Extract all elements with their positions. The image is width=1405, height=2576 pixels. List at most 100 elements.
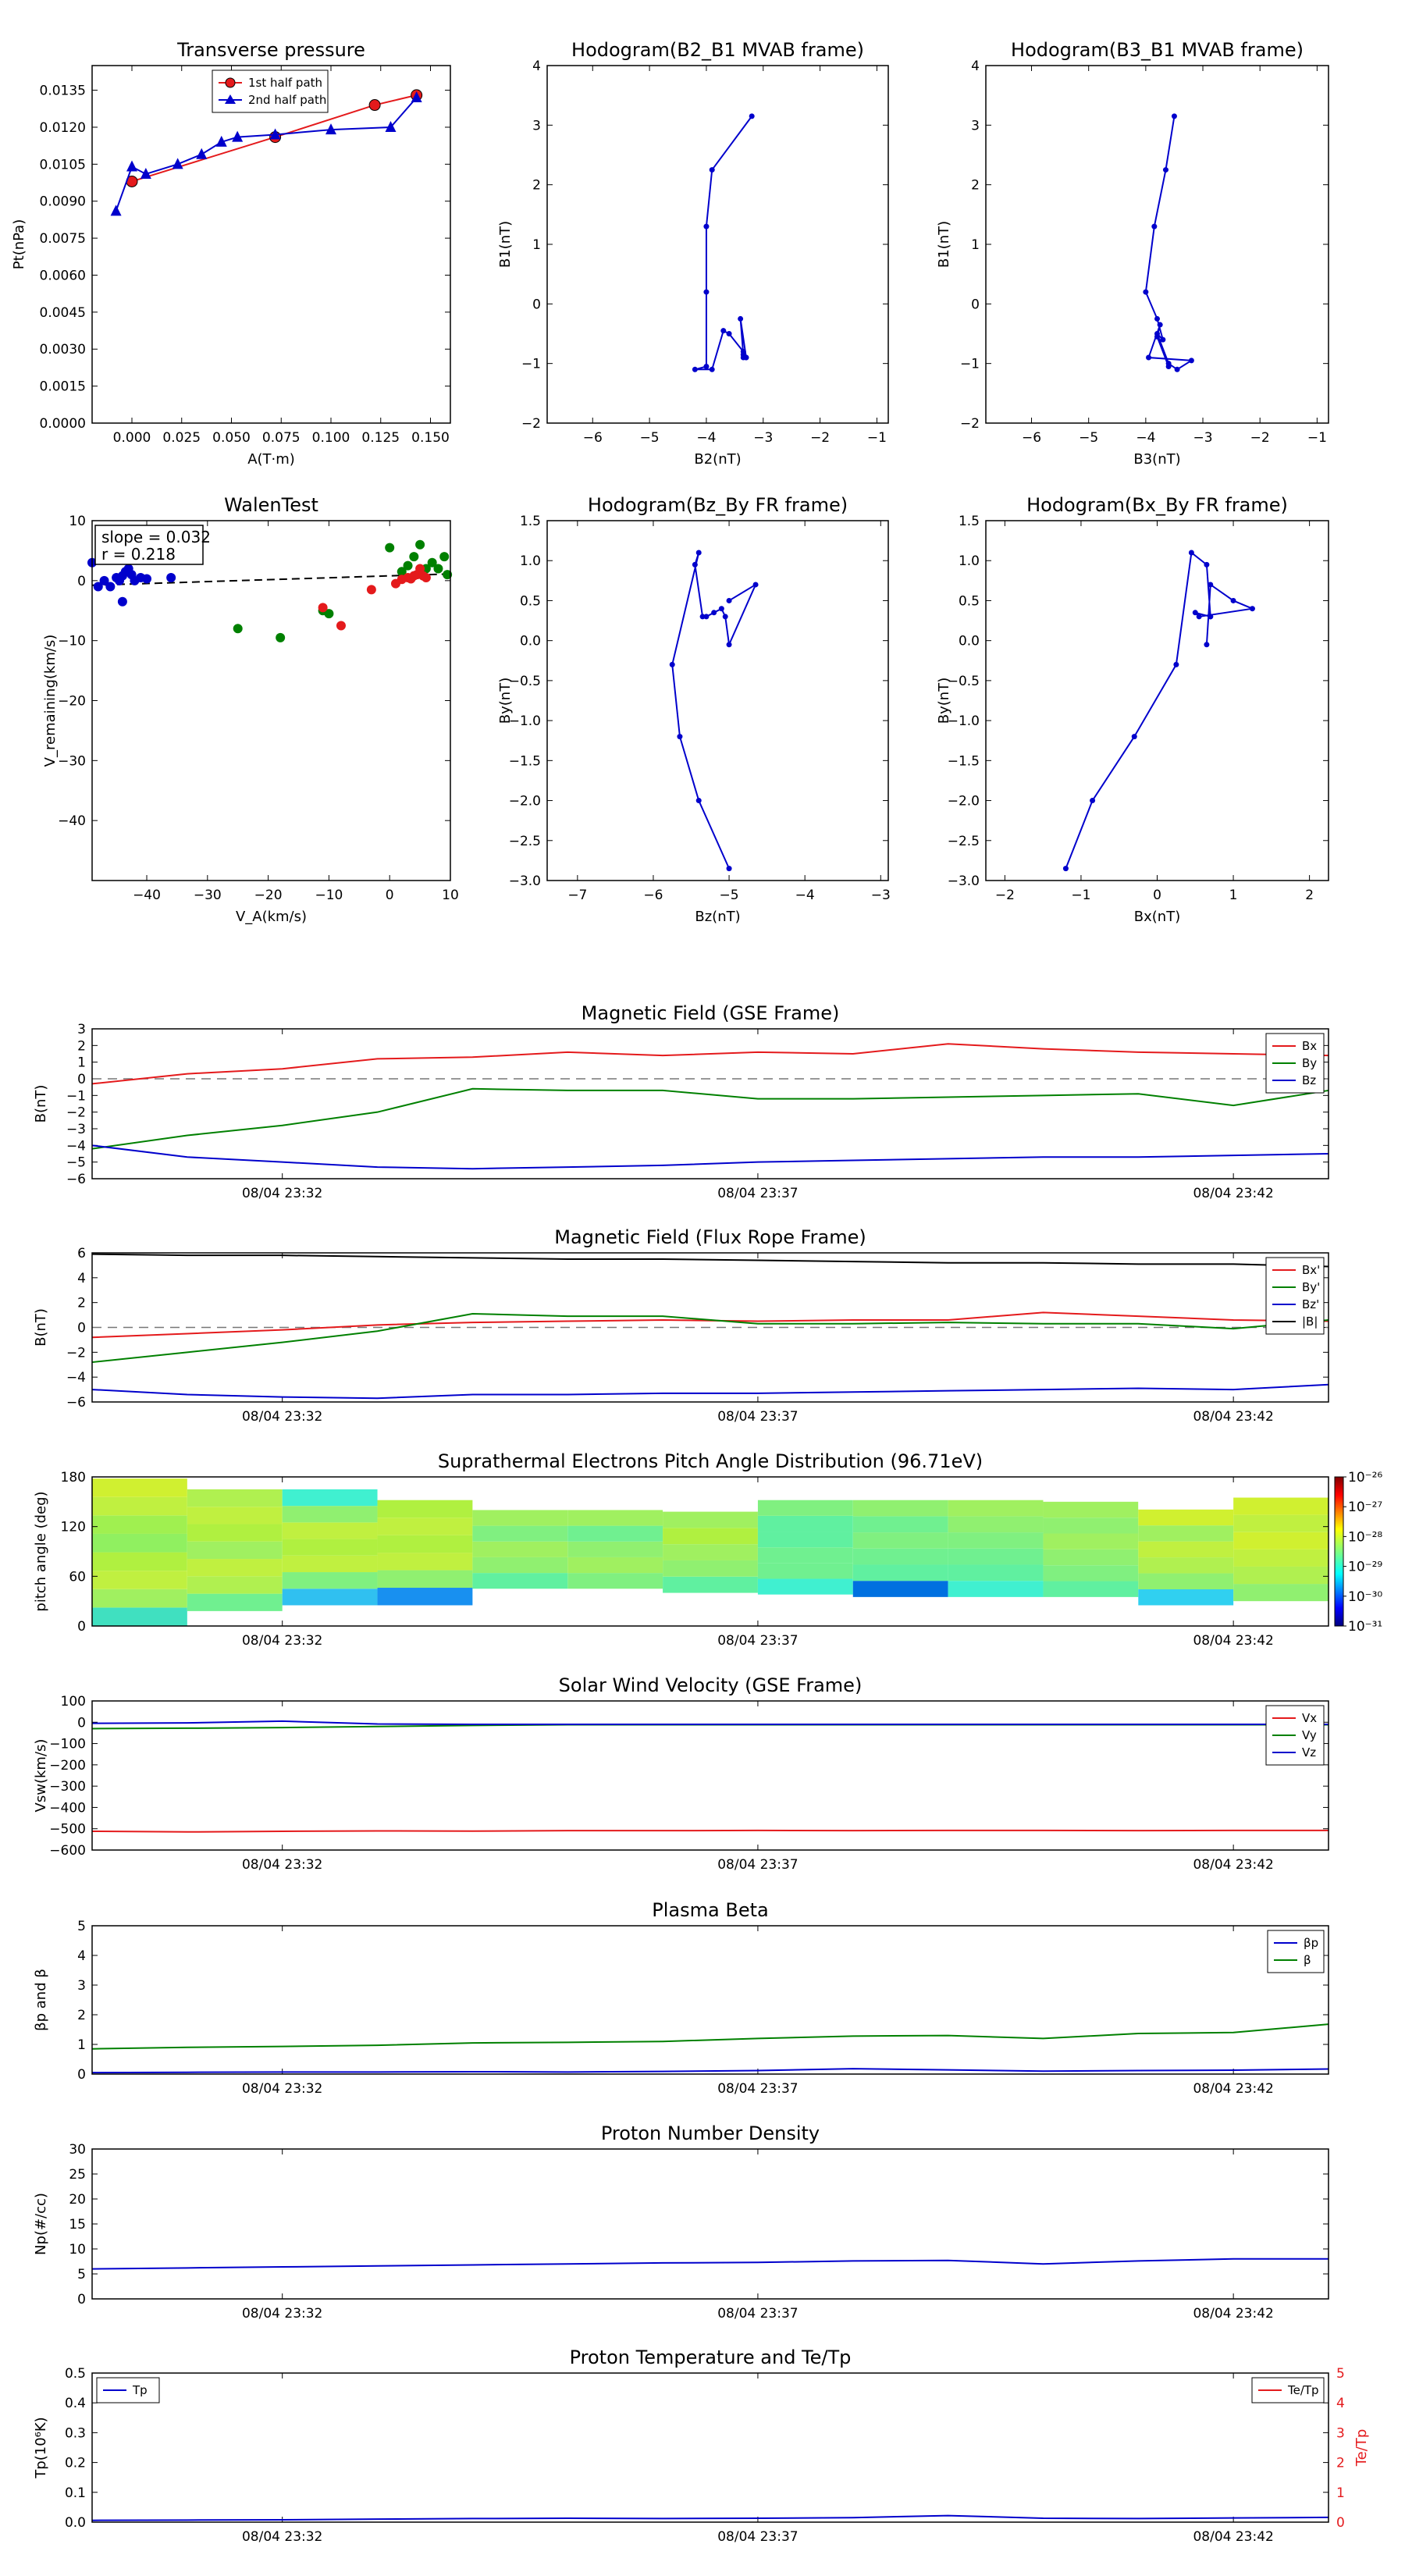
y-tick-label: −4 [66,1370,86,1386]
plot-frame [91,1700,1329,1851]
series-line [91,2068,1329,2074]
plot-frame [91,1028,1329,1179]
chart-title: Transverse pressure [176,39,365,61]
scatter-point [366,585,376,595]
y-tick-label: −2 [521,416,541,432]
colorbar-tick-label: 10⁻³¹ [1348,1619,1382,1635]
data-point [752,582,759,588]
y-tick-label: 0.0015 [40,379,86,395]
legend-label: 2nd half path [248,93,326,107]
chart-title: Hodogram(Bz_By FR frame) [588,494,848,516]
series-line [91,1087,1329,1150]
x-tick-label: −40 [133,888,161,903]
y-tick-label: −2 [66,1105,86,1121]
scatter-point [409,552,419,562]
x-tick-label: 08/04 23:37 [717,1857,798,1873]
data-point [1160,336,1166,343]
heatmap-cell [377,1553,473,1571]
data-point [1208,614,1214,620]
heatmap-cell [472,1573,568,1589]
data-point [738,315,744,322]
heatmap-cell [187,1489,283,1507]
x-tick-label: 08/04 23:42 [1193,1186,1273,1201]
chart-title: Magnetic Field (GSE Frame) [582,1002,840,1024]
data-point [1154,315,1160,322]
heatmap-cell [1233,1549,1329,1567]
heatmap-cell [663,1511,758,1528]
heatmap-cell [282,1489,378,1507]
heatmap-cell [948,1500,1044,1517]
x-tick-label: −1 [1307,430,1327,446]
x-tick-label: 0.125 [361,430,400,446]
heatmap-cell [852,1516,948,1533]
chart-plasma-beta: Plasma Beta 0 1 2 3 4 5 08/04 23:32 08/04 23:37 0… [33,1899,1329,2097]
y-tick-label: 15 [69,2217,86,2233]
series-line [91,2258,1329,2270]
y-tick-label: −3 [66,1122,86,1137]
x-tick-label: −2 [995,888,1015,903]
y-tick-label: 0.0060 [40,268,86,283]
x-tick-label: 08/04 23:37 [717,2529,798,2545]
fit-line [91,573,451,586]
colorbar-tick-label: 10⁻²⁷ [1348,1500,1382,1515]
x-tick-label: −6 [643,888,663,903]
chart-title: Suprathermal Electrons Pitch Angle Distr… [438,1450,983,1472]
heatmap-cell [282,1589,378,1606]
x-tick-label: 0 [386,888,394,903]
heatmap-cell [92,1552,187,1571]
heatmap-cell [948,1516,1044,1533]
data-point [1090,798,1096,804]
data-point [740,354,746,361]
y-tick-label: 1 [532,237,541,253]
y-tick-label: 0 [77,1715,86,1731]
series-line [91,1720,1329,1726]
y-tick-label: 6 [77,1246,86,1261]
legend-label: Vy [1302,1728,1317,1742]
heatmap-cell [472,1557,568,1574]
series-line [91,1829,1329,1833]
x-tick-label: 08/04 23:42 [1193,2306,1273,2322]
data-point [677,734,683,740]
y-tick-label: −1 [66,1088,86,1104]
data-point [726,866,732,872]
y-tick-label: 30 [69,2142,86,2158]
plot-frame [91,1925,1329,2075]
data-point [749,113,755,119]
data-point [1174,366,1180,372]
heatmap-cell [757,1563,853,1579]
y2-axis-label: Te/Tp [1353,2429,1370,2467]
y2-tick-label: 4 [1336,2396,1345,2411]
chart-mag-fr: Magnetic Field (Flux Rope Frame) −6 −4 −2 0 2… [33,1226,1329,1425]
y-tick-label: 0.5 [520,593,541,609]
scatter-point [385,543,395,553]
y-tick-label: 0.3 [65,2425,86,2441]
y-tick-label: 0 [532,297,541,312]
y-tick-label: 3 [77,1978,86,1994]
x-tick-label: 08/04 23:32 [242,1857,322,1873]
scatter-point [324,609,334,619]
scatter-point [117,596,127,607]
y-axis-label: V_remaining(km/s) [42,635,59,767]
y-tick-label: 2 [532,178,541,194]
heatmap-cell [1138,1525,1234,1542]
series-line [91,1312,1329,1364]
heatmap-cell [92,1496,187,1516]
data-point [1188,358,1194,364]
x-tick-label: −4 [696,430,716,446]
y-axis-label: pitch angle (deg) [33,1491,49,1611]
series-line [131,94,417,183]
x-tick-label: 08/04 23:32 [242,1409,322,1425]
y-tick-label: −300 [49,1779,86,1795]
x-tick-label: 1 [1229,888,1238,903]
heatmap-cell [852,1500,948,1517]
scatter-point [336,621,346,631]
heatmap-cell [187,1524,283,1542]
data-point [720,328,727,334]
scatter-point [433,564,443,574]
heatmap-cell [852,1581,948,1597]
heatmap-cell [282,1555,378,1573]
data-point [126,160,137,172]
chart-proton-temp: Proton Temperature and Te/Tp 0.0 0.1 0.2 0.3… [33,2347,1370,2545]
data-point [722,614,728,620]
x-tick-label: −2 [1250,430,1270,446]
